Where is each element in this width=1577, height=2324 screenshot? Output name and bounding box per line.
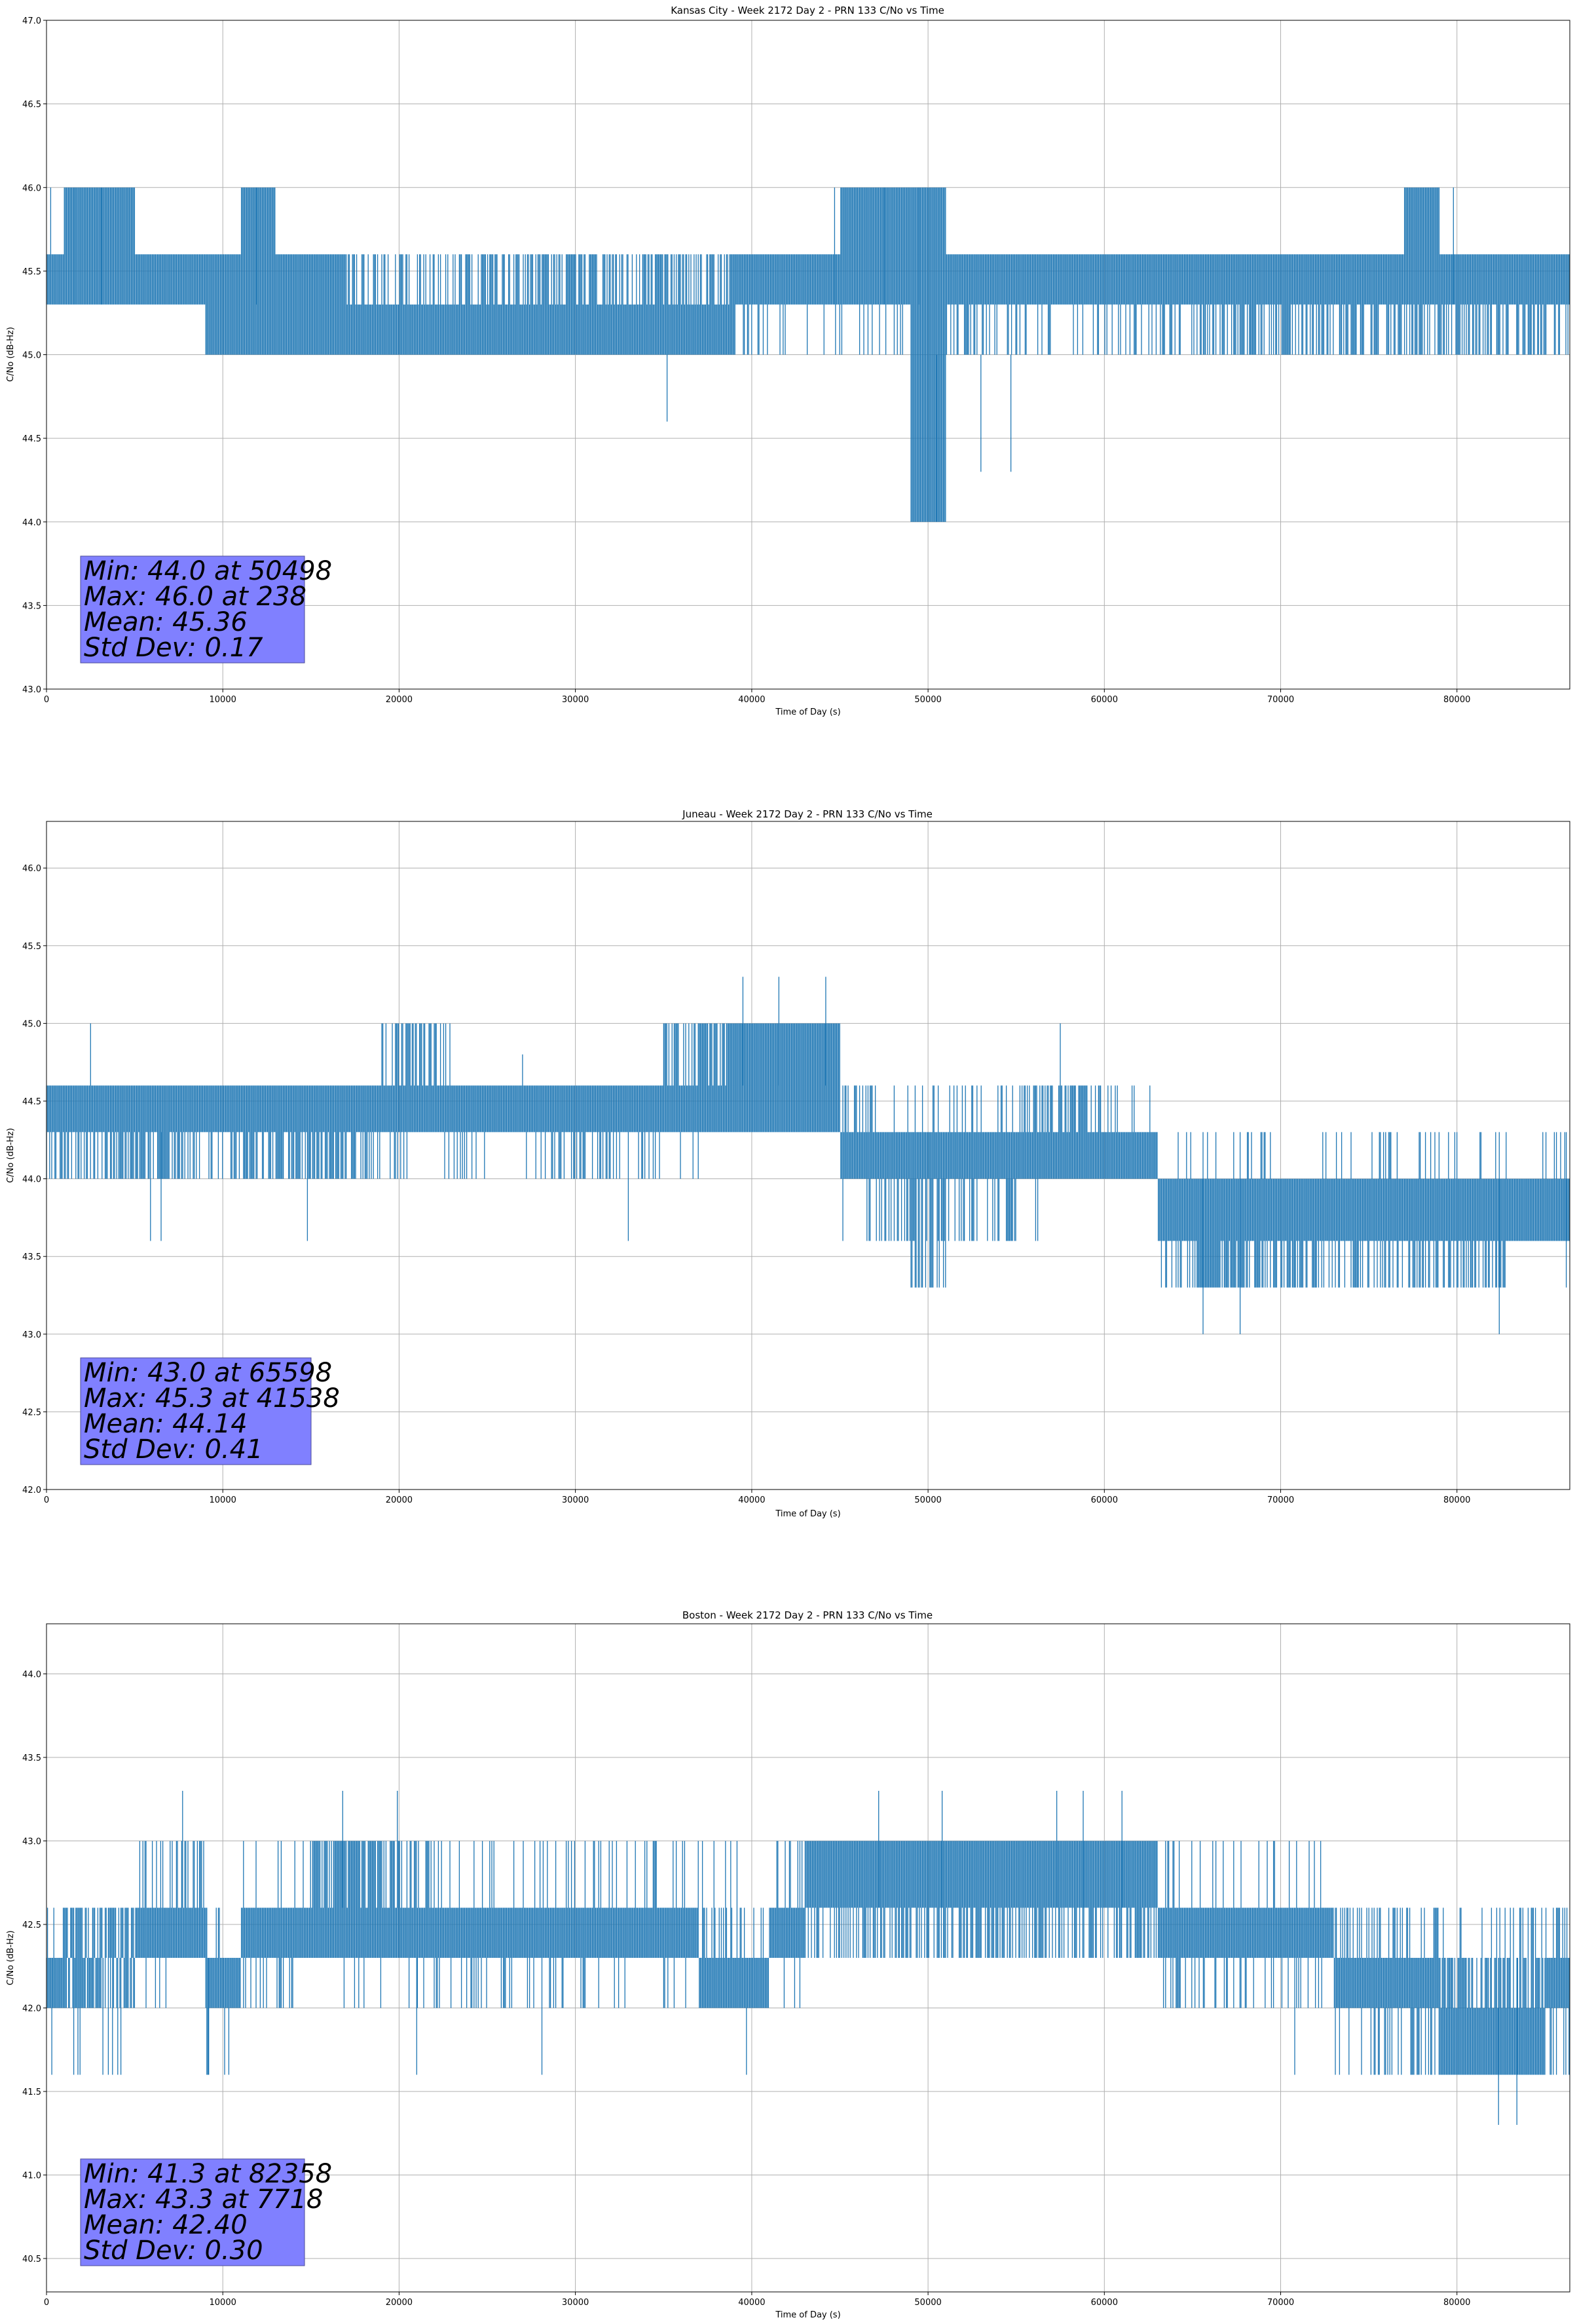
- x-tick-label: 70000: [1267, 2298, 1294, 2308]
- x-tick-label: 0: [44, 2298, 49, 2308]
- x-tick-label: 10000: [210, 2298, 236, 2308]
- x-tick-label: 60000: [1091, 695, 1118, 705]
- x-axis-label: Time of Day (s): [775, 1509, 840, 1519]
- x-tick-label: 80000: [1443, 2298, 1470, 2308]
- x-tick-label: 0: [44, 695, 49, 705]
- stat-min: Min: 41.3 at 82358: [84, 2159, 332, 2189]
- y-axis-label: C/No (dB-Hz): [6, 327, 16, 382]
- x-tick-label: 0: [44, 1495, 49, 1505]
- x-tick-label: 40000: [738, 1495, 765, 1505]
- stats-box-background: [80, 1357, 312, 1465]
- stat-mean: Mean: 42.40: [84, 2210, 248, 2240]
- y-tick-label: 42.0: [22, 1486, 41, 1495]
- stats-box: Min: 44.0 at 50498 Max: 46.0 at 238 Mean…: [80, 555, 332, 664]
- x-tick-label: 30000: [562, 695, 589, 705]
- stat-min: Min: 43.0 at 65598: [84, 1358, 332, 1388]
- x-tick-label: 20000: [386, 1495, 413, 1505]
- x-tick-label: 80000: [1443, 695, 1470, 705]
- y-tick-label: 40.5: [22, 2255, 41, 2264]
- x-axis-label: Time of Day (s): [775, 2310, 840, 2320]
- plot-frame: [46, 1623, 1570, 2293]
- stat-mean: Mean: 44.14: [84, 1409, 248, 1439]
- x-axis-label: Time of Day (s): [775, 707, 840, 717]
- x-tick-label: 30000: [562, 1495, 589, 1505]
- axis-ticks: 0 10000 20000 30000 40000 50000 60000 70000 8000…: [22, 864, 1470, 1505]
- chart-kansas-city: Kansas City - Week 2172 Day 2 - PRN 133 …: [6, 5, 1570, 717]
- stat-max: Max: 46.0 at 238: [84, 582, 306, 612]
- axis-ticks: 0 10000 20000 30000 40000 50000 60000 70000 8000…: [22, 16, 1470, 705]
- x-tick-label: 40000: [738, 695, 765, 705]
- y-tick-label: 43.0: [22, 685, 41, 695]
- y-tick-label: 41.5: [22, 2088, 41, 2097]
- y-tick-label: 43.0: [22, 1837, 41, 1847]
- y-tick-label: 44.5: [22, 1097, 41, 1107]
- y-tick-label: 43.0: [22, 1330, 41, 1340]
- x-tick-label: 70000: [1267, 1495, 1294, 1505]
- y-tick-label: 44.5: [22, 434, 41, 444]
- x-tick-label: 80000: [1443, 1495, 1470, 1505]
- x-tick-label: 30000: [562, 2298, 589, 2308]
- stat-std-dev: Std Dev: 0.41: [84, 1434, 263, 1465]
- y-tick-label: 45.5: [22, 267, 41, 277]
- y-tick-label: 47.0: [22, 16, 41, 26]
- y-tick-label: 43.5: [22, 601, 41, 611]
- chart-boston: Boston - Week 2172 Day 2 - PRN 133 C/No …: [6, 1609, 1570, 2320]
- stat-max: Max: 43.3 at 7718: [84, 2184, 323, 2215]
- chart-title: Boston - Week 2172 Day 2 - PRN 133 C/No …: [682, 1609, 933, 1621]
- y-tick-label: 45.0: [22, 1019, 41, 1029]
- chart-title: Juneau - Week 2172 Day 2 - PRN 133 C/No …: [682, 808, 933, 820]
- y-tick-label: 43.5: [22, 1252, 41, 1262]
- y-tick-label: 45.0: [22, 351, 41, 361]
- stats-box: Min: 43.0 at 65598 Max: 45.3 at 41538 Me…: [80, 1357, 340, 1465]
- stat-min: Min: 44.0 at 50498: [84, 556, 332, 586]
- stats-box: Min: 41.3 at 82358 Max: 43.3 at 7718 Mea…: [80, 2158, 332, 2266]
- x-tick-label: 10000: [210, 695, 236, 705]
- stat-max: Max: 45.3 at 41538: [84, 1383, 340, 1414]
- plot-frame: [46, 821, 1570, 1490]
- y-tick-label: 46.0: [22, 864, 41, 874]
- x-tick-label: 60000: [1091, 1495, 1118, 1505]
- y-tick-label: 46.5: [22, 100, 41, 110]
- x-tick-label: 20000: [386, 2298, 413, 2308]
- y-axis-label: C/No (dB-Hz): [6, 1128, 16, 1183]
- y-tick-label: 43.5: [22, 1753, 41, 1763]
- x-tick-label: 50000: [914, 1495, 941, 1505]
- x-tick-label: 40000: [738, 2298, 765, 2308]
- stat-mean: Mean: 45.36: [84, 607, 248, 637]
- x-tick-label: 20000: [386, 695, 413, 705]
- stat-std-dev: Std Dev: 0.30: [84, 2236, 263, 2266]
- y-tick-label: 42.0: [22, 2004, 41, 2014]
- y-tick-label: 46.0: [22, 183, 41, 193]
- y-axis-label: C/No (dB-Hz): [6, 1930, 16, 1985]
- y-tick-label: 42.5: [22, 1408, 41, 1417]
- x-tick-label: 70000: [1267, 695, 1294, 705]
- axis-ticks: 0 10000 20000 30000 40000 50000 60000 70000 8000…: [22, 1670, 1470, 2308]
- x-tick-label: 60000: [1091, 2298, 1118, 2308]
- stats-box-background: [80, 555, 305, 664]
- stats-box-background: [80, 2158, 305, 2266]
- y-tick-label: 41.0: [22, 2171, 41, 2181]
- chart-title: Kansas City - Week 2172 Day 2 - PRN 133 …: [671, 5, 944, 16]
- x-tick-label: 10000: [210, 1495, 236, 1505]
- y-tick-label: 44.0: [22, 518, 41, 528]
- y-tick-label: 45.5: [22, 942, 41, 952]
- stat-std-dev: Std Dev: 0.17: [84, 633, 263, 663]
- chart-juneau: Juneau - Week 2172 Day 2 - PRN 133 C/No …: [6, 808, 1570, 1519]
- x-tick-label: 50000: [914, 2298, 941, 2308]
- y-tick-label: 42.5: [22, 1921, 41, 1930]
- y-tick-label: 44.0: [22, 1670, 41, 1680]
- x-tick-label: 50000: [914, 695, 941, 705]
- y-tick-label: 44.0: [22, 1175, 41, 1185]
